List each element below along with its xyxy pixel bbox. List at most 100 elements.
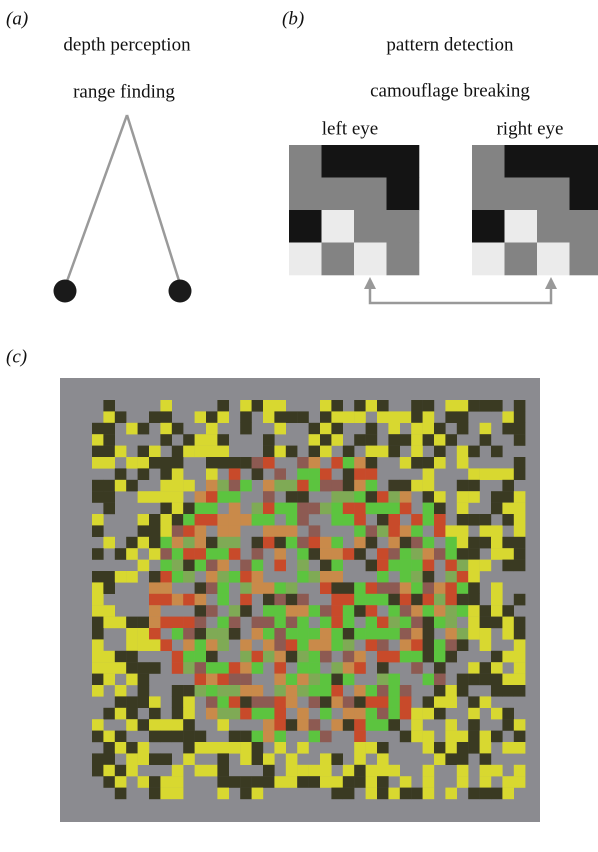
eye-label: left eye xyxy=(322,118,378,139)
dot xyxy=(217,548,229,560)
dot xyxy=(354,651,366,663)
dot xyxy=(126,457,138,469)
dot xyxy=(92,662,104,674)
dot xyxy=(206,662,218,674)
dot xyxy=(240,594,252,606)
dot xyxy=(286,617,298,629)
dot xyxy=(160,411,172,423)
dot xyxy=(366,537,378,549)
dot xyxy=(331,503,343,515)
dot xyxy=(206,628,218,640)
dot xyxy=(286,753,298,765)
dot xyxy=(502,719,514,731)
dot xyxy=(445,696,457,708)
dot xyxy=(411,480,423,492)
dot xyxy=(103,491,115,503)
dot xyxy=(354,605,366,617)
dot xyxy=(206,560,218,572)
dot xyxy=(286,503,298,515)
dot xyxy=(354,708,366,720)
dot xyxy=(263,628,275,640)
dot xyxy=(92,434,104,446)
dot xyxy=(149,662,161,674)
dot xyxy=(445,628,457,640)
dot xyxy=(411,605,423,617)
dot xyxy=(297,480,309,492)
dot xyxy=(183,560,195,572)
dot xyxy=(445,731,457,743)
dot xyxy=(502,742,514,754)
dot xyxy=(468,560,480,572)
dot xyxy=(411,719,423,731)
dot xyxy=(172,776,184,788)
dot xyxy=(343,674,355,686)
dot xyxy=(160,639,172,651)
dot xyxy=(388,708,400,720)
dot xyxy=(126,423,138,435)
dot xyxy=(343,491,355,503)
dot xyxy=(423,457,435,469)
dot xyxy=(229,685,241,697)
dot xyxy=(297,560,309,572)
dot xyxy=(377,651,389,663)
dot xyxy=(286,776,298,788)
dot xyxy=(343,605,355,617)
dot xyxy=(457,457,469,469)
dot xyxy=(388,594,400,606)
dot xyxy=(354,685,366,697)
dot xyxy=(331,480,343,492)
dot xyxy=(160,548,172,560)
dot xyxy=(388,411,400,423)
dot xyxy=(514,731,526,743)
dot xyxy=(331,719,343,731)
dot xyxy=(229,696,241,708)
dot xyxy=(252,457,264,469)
dot xyxy=(286,765,298,777)
dot xyxy=(434,548,446,560)
grid-cell xyxy=(354,145,387,178)
dot xyxy=(411,446,423,458)
dot xyxy=(263,708,275,720)
dot xyxy=(423,423,435,435)
dot xyxy=(252,628,264,640)
dot xyxy=(195,594,207,606)
dot xyxy=(354,548,366,560)
dot xyxy=(263,753,275,765)
dot xyxy=(411,628,423,640)
dot xyxy=(286,628,298,640)
dot xyxy=(354,468,366,480)
dot xyxy=(491,400,503,412)
dot xyxy=(217,594,229,606)
dot xyxy=(160,480,172,492)
dot xyxy=(195,434,207,446)
dot xyxy=(468,400,480,412)
dot xyxy=(434,491,446,503)
dot xyxy=(343,776,355,788)
dot xyxy=(138,662,150,674)
dot xyxy=(480,696,492,708)
dot xyxy=(320,537,332,549)
dot xyxy=(183,708,195,720)
dot xyxy=(195,628,207,640)
dot xyxy=(491,662,503,674)
dot xyxy=(252,503,264,515)
dot xyxy=(286,514,298,526)
grid-cell xyxy=(289,210,322,243)
dot xyxy=(263,480,275,492)
dot xyxy=(274,548,286,560)
dot xyxy=(286,674,298,686)
dot xyxy=(502,708,514,720)
dot xyxy=(138,537,150,549)
dot xyxy=(354,514,366,526)
grid-cell xyxy=(505,178,538,211)
dot xyxy=(423,674,435,686)
dot xyxy=(263,776,275,788)
dot xyxy=(514,503,526,515)
dot xyxy=(377,753,389,765)
dot xyxy=(388,434,400,446)
dot xyxy=(331,548,343,560)
dot xyxy=(457,742,469,754)
dot xyxy=(388,696,400,708)
dot xyxy=(366,617,378,629)
dot xyxy=(343,788,355,800)
